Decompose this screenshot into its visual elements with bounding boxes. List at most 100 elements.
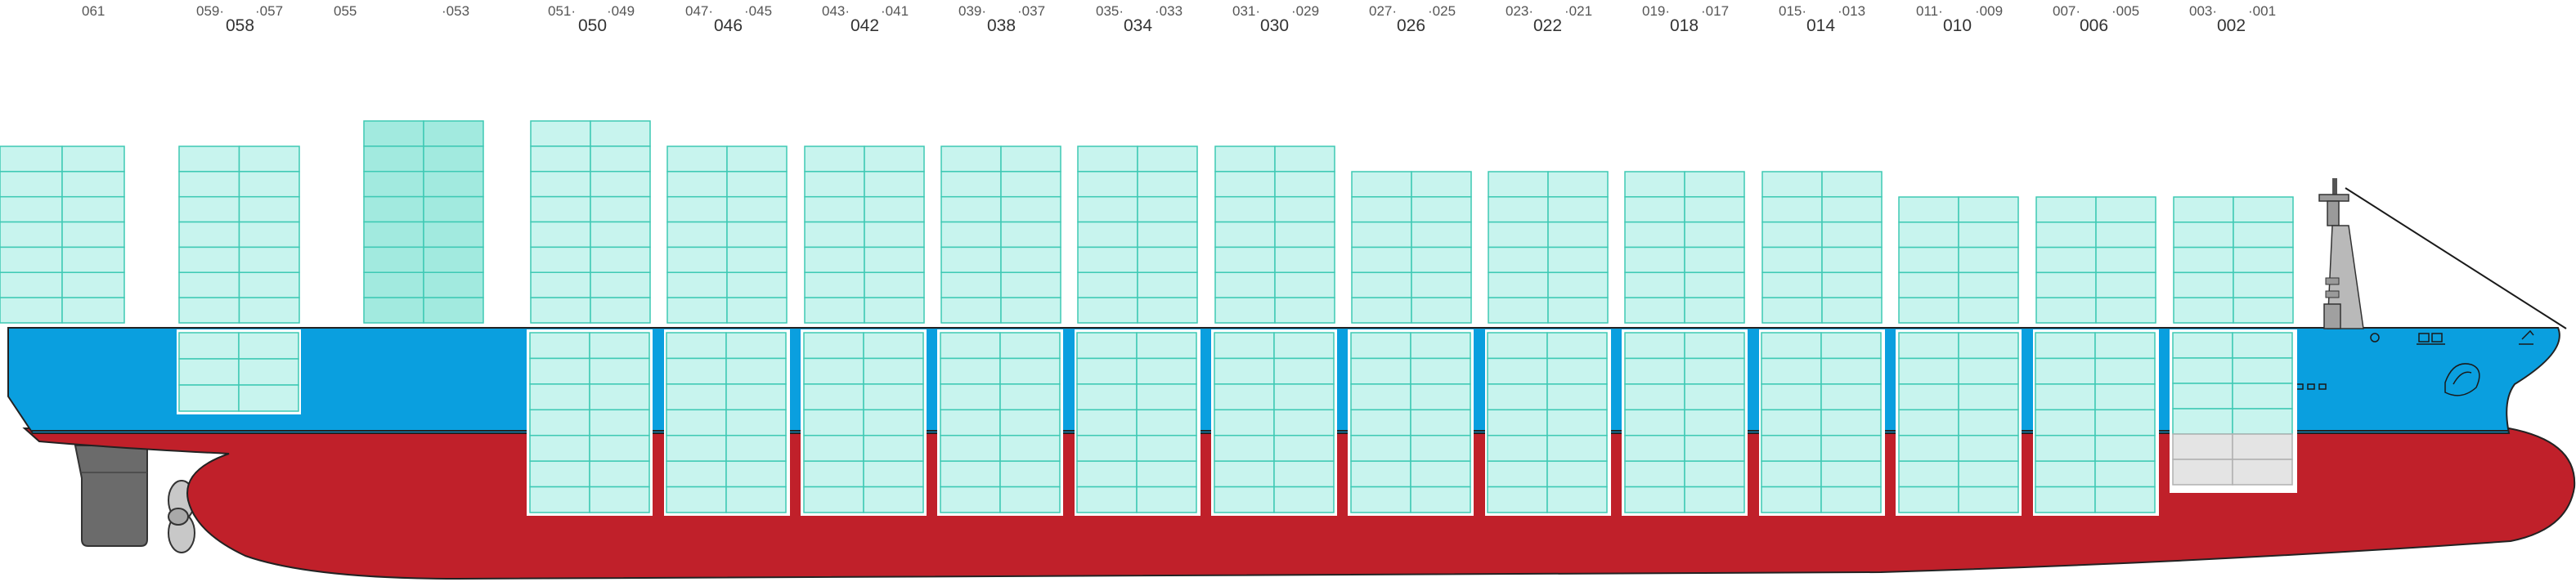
container-slot: [803, 434, 864, 462]
container-slot: [2172, 408, 2233, 435]
container-slot: [726, 146, 788, 172]
bay-label-030: 030: [1260, 16, 1289, 35]
container-slot: [864, 271, 925, 298]
bay-label-037: ·037: [1017, 3, 1045, 19]
container-slot: [1624, 332, 1685, 360]
container-slot: [590, 246, 651, 274]
container-slot: [423, 246, 484, 274]
container-slot: [2035, 246, 2097, 274]
container-slot: [1350, 434, 1411, 462]
container-slot: [61, 171, 125, 198]
hold-stack-018: [1624, 332, 1745, 513]
container-slot: [804, 195, 865, 223]
bay-label-033: ·033: [1155, 3, 1183, 19]
container-slot: [1273, 383, 1335, 411]
container-slot: [363, 297, 424, 324]
bay-label-026: 026: [1397, 16, 1425, 35]
container-slot: [1487, 409, 1548, 437]
container-slot: [238, 332, 299, 360]
container-slot: [423, 146, 484, 172]
container-slot: [178, 246, 240, 274]
hold-stack-026: [1350, 332, 1471, 513]
container-slot: [2095, 271, 2156, 298]
container-slot: [363, 120, 424, 147]
container-slot: [1351, 271, 1412, 298]
container-slot: [1137, 171, 1198, 198]
container-slot: [666, 409, 727, 437]
container-slot: [1000, 246, 1061, 274]
container-slot: [238, 146, 300, 172]
container-slot: [666, 271, 728, 298]
container-slot: [1214, 332, 1275, 360]
container-slot: [1351, 171, 1412, 198]
container-slot: [530, 297, 591, 324]
container-slot: [1077, 297, 1138, 324]
container-slot: [940, 221, 1002, 248]
container-slot: [238, 358, 299, 386]
container-slot: [803, 332, 864, 360]
container-slot: [940, 486, 1001, 513]
container-slot: [1274, 271, 1335, 298]
container-slot: [864, 297, 925, 324]
container-slot: [2172, 459, 2233, 486]
container-slot: [1958, 271, 2019, 298]
container-slot: [1761, 171, 1823, 198]
container-slot: [2173, 196, 2234, 223]
container-slot: [1273, 434, 1335, 462]
container-slot: [864, 146, 925, 172]
container-slot: [2232, 383, 2293, 410]
bay-label-047: 047·: [685, 3, 713, 19]
container-slot: [863, 434, 924, 462]
container-slot: [2094, 434, 2156, 462]
container-slot: [1898, 297, 1959, 324]
container-slot: [1488, 221, 1549, 248]
container-slot: [1487, 357, 1548, 385]
container-slot: [1351, 196, 1412, 223]
container-slot: [1411, 196, 1472, 223]
container-slot: [1137, 271, 1198, 298]
bay-label-002: 002: [2217, 16, 2246, 35]
container-slot: [1898, 222, 1959, 248]
container-slot: [726, 271, 788, 298]
container-slot: [864, 221, 925, 248]
container-slot: [238, 171, 300, 198]
container-slot: [1821, 171, 1883, 198]
container-slot: [1820, 486, 1882, 513]
container-slot: [1077, 271, 1138, 298]
container-slot: [589, 357, 650, 385]
container-slot: [589, 460, 650, 488]
container-slot: [1136, 434, 1197, 462]
container-slot: [1076, 383, 1138, 411]
container-slot: [2094, 332, 2156, 360]
bay-label-006: 006: [2080, 16, 2108, 35]
container-slot: [1820, 357, 1882, 385]
bay-label-034: 034: [1124, 16, 1152, 35]
container-slot: [1273, 357, 1335, 385]
container-slot: [1410, 434, 1471, 462]
bay-label-049: ·049: [607, 3, 635, 19]
container-slot: [1684, 271, 1745, 298]
container-slot: [2232, 357, 2293, 384]
container-slot: [999, 434, 1061, 462]
container-slot: [864, 246, 925, 274]
container-slot: [1136, 409, 1197, 437]
container-slot: [666, 434, 727, 462]
deck-stack-014: [1761, 171, 1883, 324]
container-slot: [1898, 357, 1959, 385]
container-slot: [1958, 297, 2019, 324]
container-slot: [2233, 297, 2294, 324]
container-slot: [1136, 460, 1197, 488]
container-slot: [238, 297, 300, 324]
container-slot: [2094, 486, 2156, 513]
container-slot: [61, 195, 125, 223]
deck-stack-006: [2035, 196, 2156, 324]
container-slot: [530, 171, 591, 198]
container-slot: [2172, 383, 2233, 410]
hold-stack-046: [666, 332, 787, 513]
container-slot: [1684, 221, 1745, 248]
container-slot: [2173, 222, 2234, 248]
container-slot: [804, 221, 865, 248]
container-slot: [940, 460, 1001, 488]
container-slot: [1410, 357, 1471, 385]
container-slot: [1898, 486, 1959, 513]
